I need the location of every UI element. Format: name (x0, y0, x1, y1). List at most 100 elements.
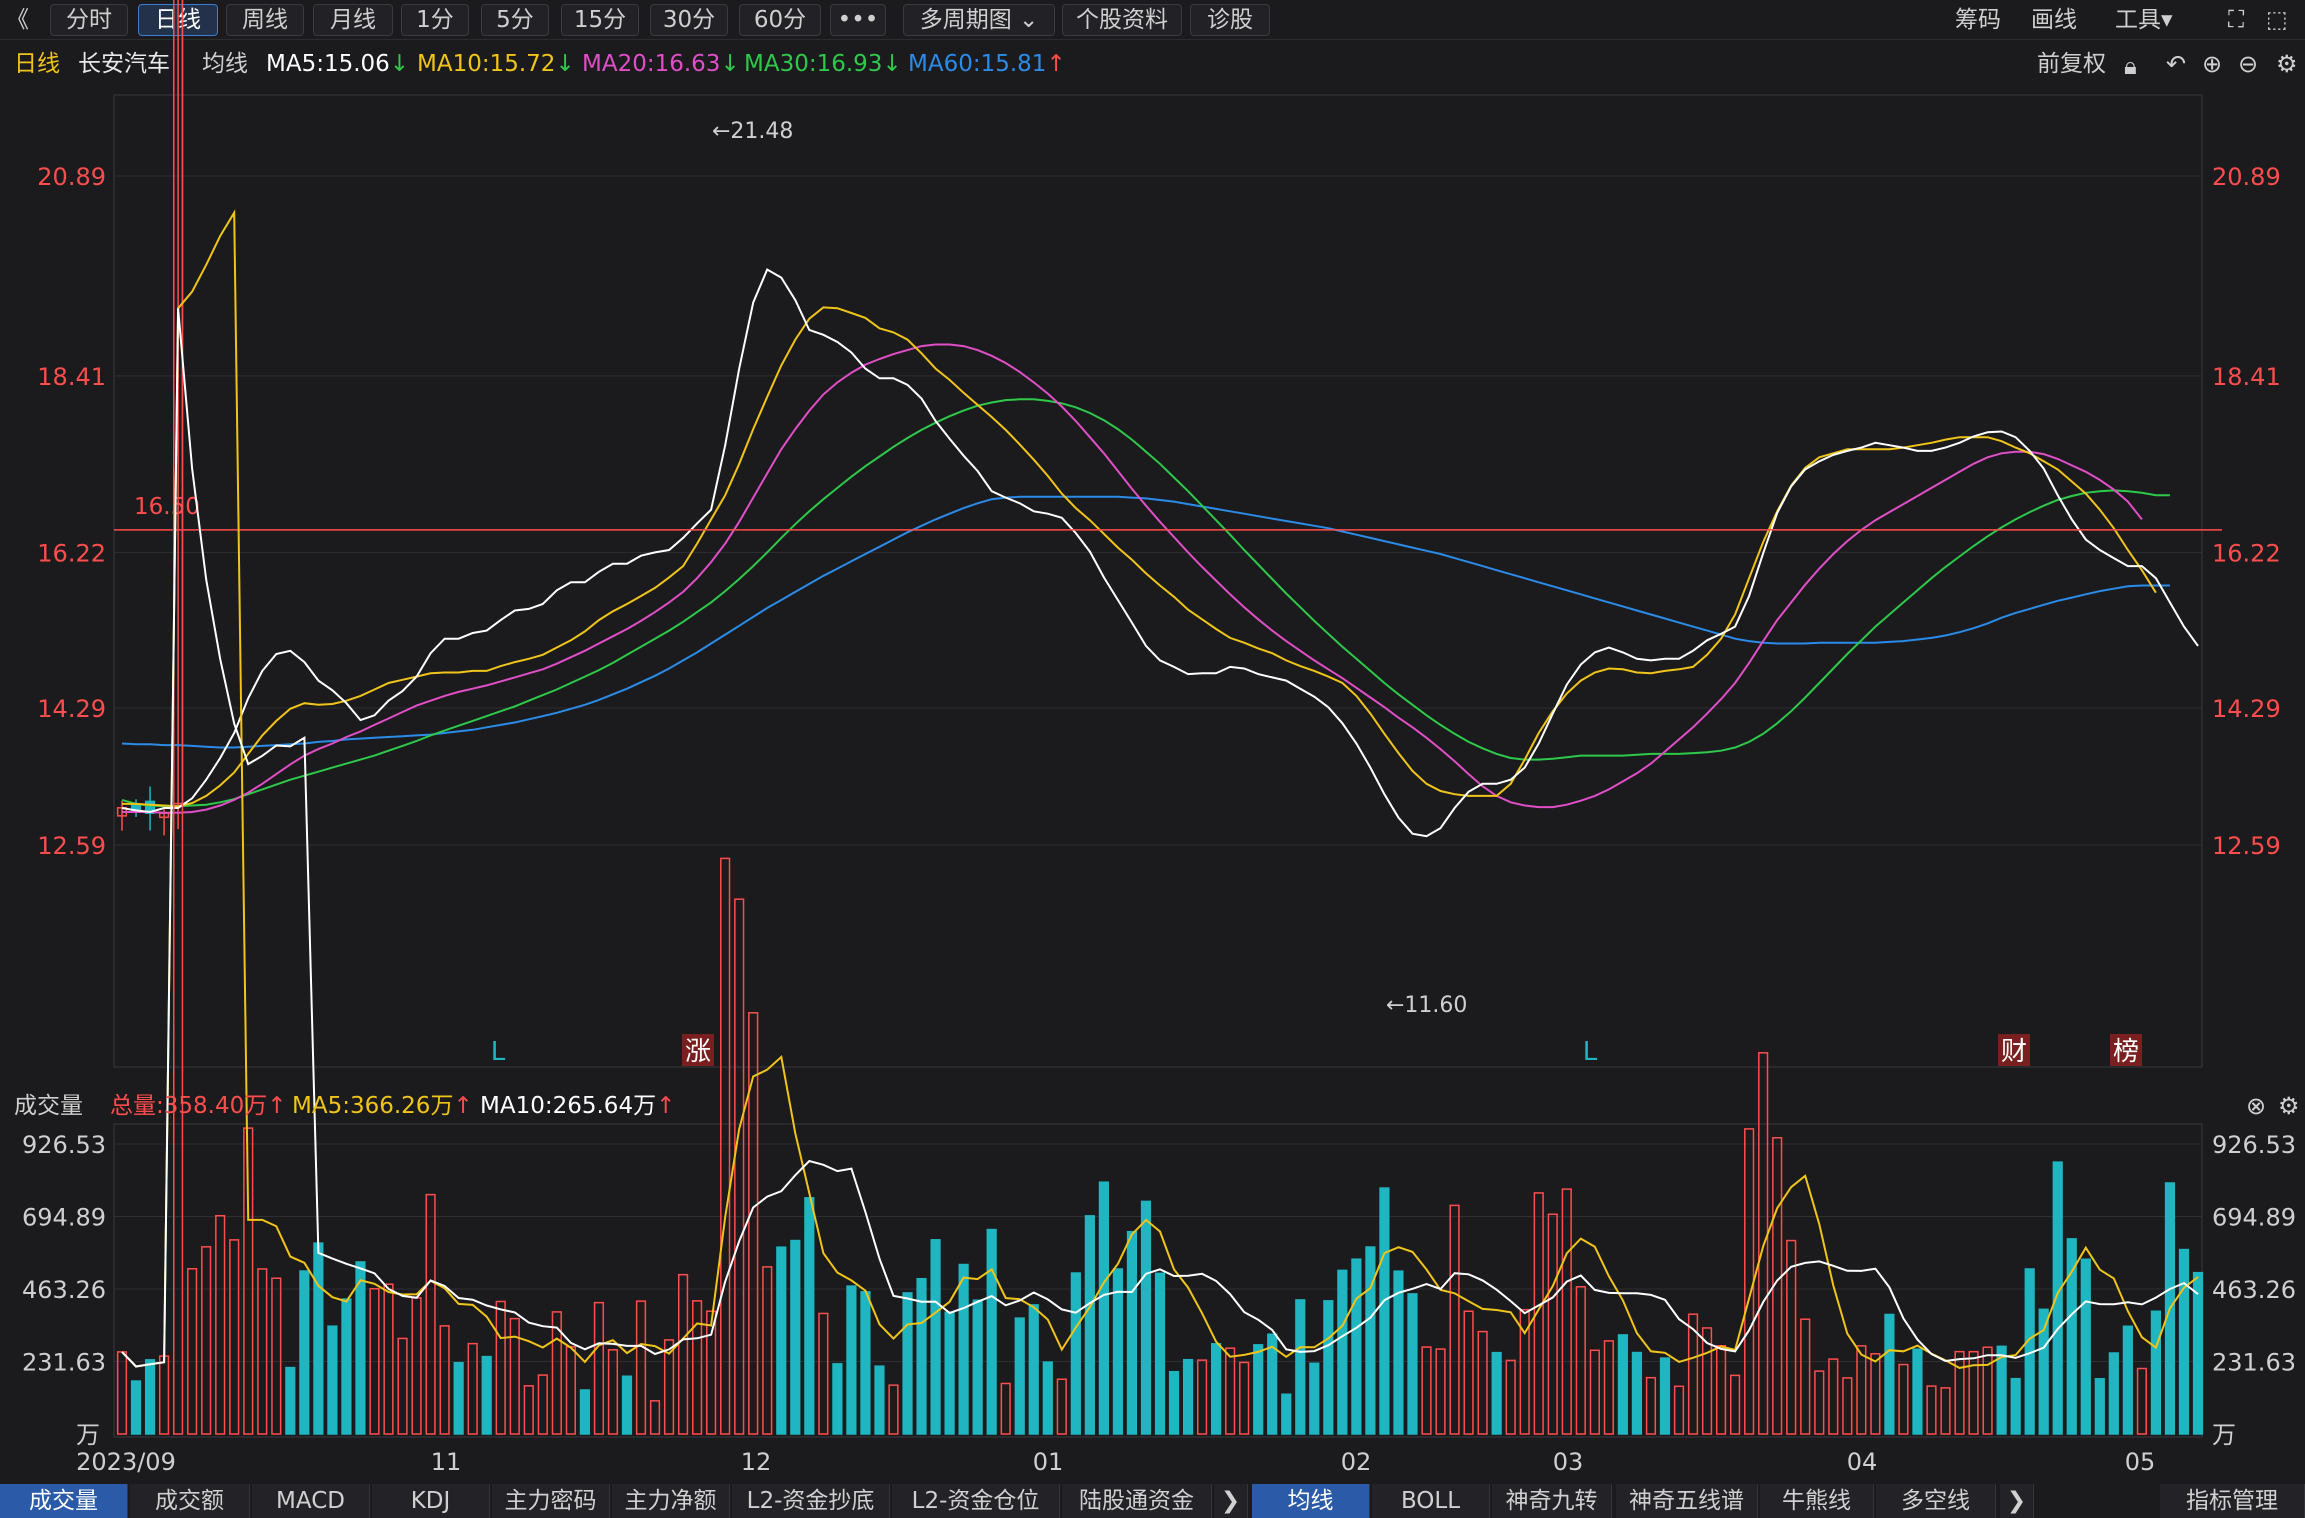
volume-bar (1351, 1258, 1362, 1435)
volume-bar (1814, 1370, 1825, 1435)
volume-bar (1954, 1350, 1965, 1435)
volume-bar (1701, 1327, 1713, 1435)
indicator-tab[interactable]: 成交额 (130, 1484, 250, 1518)
event-marker-bg (1998, 1034, 2030, 1066)
next-tabs-icon[interactable]: ❯ (1214, 1484, 1248, 1518)
zoom-in-icon[interactable]: ⊕ (2202, 50, 2223, 78)
volume-bar (804, 1197, 815, 1435)
indicator-tab[interactable]: L2-资金抄底 (732, 1484, 890, 1518)
indicator-tab[interactable]: 成交量 (0, 1484, 128, 1518)
volume-bar (201, 1246, 212, 1435)
draw-button[interactable]: 画线 (2031, 7, 2077, 33)
tab-weekly[interactable]: 周线 (226, 4, 304, 36)
candle-body (144, 800, 156, 814)
stock-profile-button[interactable]: 个股资料 (1062, 4, 1182, 36)
next-overlay-icon[interactable]: ❯ (2000, 1484, 2034, 1518)
volume-total: 总量:358.40万↑ (110, 1093, 287, 1119)
volume-bar (1154, 1272, 1166, 1435)
volume-bar (1645, 1376, 1657, 1435)
volume-bar (397, 1337, 408, 1435)
volume-settings-icon[interactable]: ⚙ (2278, 1092, 2300, 1120)
volume-title[interactable]: 成交量 (14, 1093, 83, 1119)
volume-bar (1744, 1128, 1755, 1435)
volume-tick-right: 231.63 (2212, 1349, 2296, 1377)
tab-5min[interactable]: 5分 (481, 4, 549, 36)
overlay-tab[interactable]: 牛熊线 (1760, 1484, 1874, 1518)
volume-bar (481, 1355, 492, 1435)
volume-bar (116, 1351, 128, 1435)
close-volume-icon[interactable]: ⊗ (2246, 1092, 2267, 1120)
volume-bar (1786, 1239, 1797, 1435)
stock-name[interactable]: 长安汽车 (78, 51, 170, 77)
volume-bar (1211, 1343, 1222, 1435)
event-marker-bg (682, 1034, 714, 1066)
volume-bar (215, 1214, 226, 1435)
volume-bar (1617, 1334, 1628, 1435)
volume-bar (355, 1261, 366, 1435)
zoom-out-icon[interactable]: ⊖ (2238, 50, 2259, 78)
fullscreen-icon[interactable]: ⛶ (2228, 7, 2245, 33)
event-marker: 财 (2001, 1037, 2027, 1067)
tab-15min[interactable]: 15分 (561, 4, 639, 36)
adjust-mode[interactable]: 前复权 (2037, 51, 2106, 77)
volume-bar (986, 1228, 997, 1435)
multi-period-dropdown[interactable]: 多周期图 ⌄ (903, 4, 1055, 36)
volume-bar (1687, 1313, 1699, 1435)
volume-bar (243, 1127, 254, 1435)
indicator-tab[interactable]: 陆股通资金 (1062, 1484, 1212, 1518)
volume-ma10: MA10:265.64万↑ (480, 1093, 676, 1119)
volume-tick-left: 926.53 (22, 1131, 106, 1159)
ma10-line (122, 306, 2157, 808)
volume-bar (607, 1349, 619, 1435)
indicator-tab[interactable]: 主力净额 (612, 1484, 730, 1518)
volume-bar (1870, 1353, 1881, 1435)
chip-button[interactable]: 筹码 (1955, 7, 2001, 33)
overlay-tab[interactable]: 神奇五线谱 (1616, 1484, 1758, 1518)
indicator-tab[interactable]: MACD (252, 1484, 370, 1518)
date-tick: 11 (431, 1448, 462, 1476)
indicator-tab[interactable]: L2-资金仓位 (892, 1484, 1060, 1518)
collapse-back-icon[interactable]: 《 (6, 7, 29, 33)
tools-menu-button[interactable]: 工具▾ (2115, 7, 2173, 33)
tab-60min[interactable]: 60分 (739, 4, 821, 36)
more-periods-button[interactable]: ••• (830, 4, 886, 36)
overlay-tab[interactable]: 神奇九转 (1492, 1484, 1612, 1518)
volume-bar (271, 1277, 282, 1435)
price-tick-left: 16.22 (37, 539, 106, 567)
volume-bar (1842, 1377, 1853, 1435)
overlay-tab[interactable]: BOLL (1372, 1484, 1490, 1518)
volume-bar (916, 1277, 927, 1435)
volume-bar (2038, 1308, 2049, 1435)
tab-monthly[interactable]: 月线 (313, 4, 393, 36)
volume-bar (579, 1389, 590, 1435)
volume-tick-right: 463.26 (2212, 1276, 2296, 1304)
tab-30min[interactable]: 30分 (650, 4, 728, 36)
settings-icon[interactable]: ⚙ (2276, 50, 2298, 78)
overlay-tab[interactable]: 均线 (1252, 1484, 1370, 1518)
volume-bar (1070, 1272, 1081, 1435)
window-icon[interactable]: ⬚ (2266, 7, 2288, 33)
volume-bar (383, 1283, 394, 1435)
tab-intraday[interactable]: 分时 (50, 4, 128, 36)
volume-bar (229, 1239, 240, 1435)
volume-bar (776, 1246, 787, 1435)
volume-bar (762, 1266, 773, 1435)
indicator-manage-button[interactable]: 指标管理 (2160, 1484, 2305, 1518)
lock-icon[interactable]: 🔒︎ (2124, 52, 2137, 80)
volume-bar (1014, 1317, 1025, 1435)
tab-daily[interactable]: 日线 (138, 4, 218, 36)
volume-bar (944, 1311, 955, 1435)
ma-label[interactable]: 均线 (202, 51, 248, 77)
indicator-tab[interactable]: 主力密码 (492, 1484, 610, 1518)
volume-bar (818, 1312, 829, 1435)
indicator-tab[interactable]: KDJ (372, 1484, 490, 1518)
undo-icon[interactable]: ↶ (2166, 50, 2187, 78)
volume-bar (144, 1359, 156, 1435)
ma5-line (121, 268, 2199, 838)
diagnosis-button[interactable]: 诊股 (1190, 4, 1270, 36)
price-tick-left: 20.89 (37, 163, 106, 191)
tab-1min[interactable]: 1分 (401, 4, 469, 36)
overlay-tab[interactable]: 多空线 (1876, 1484, 1996, 1518)
